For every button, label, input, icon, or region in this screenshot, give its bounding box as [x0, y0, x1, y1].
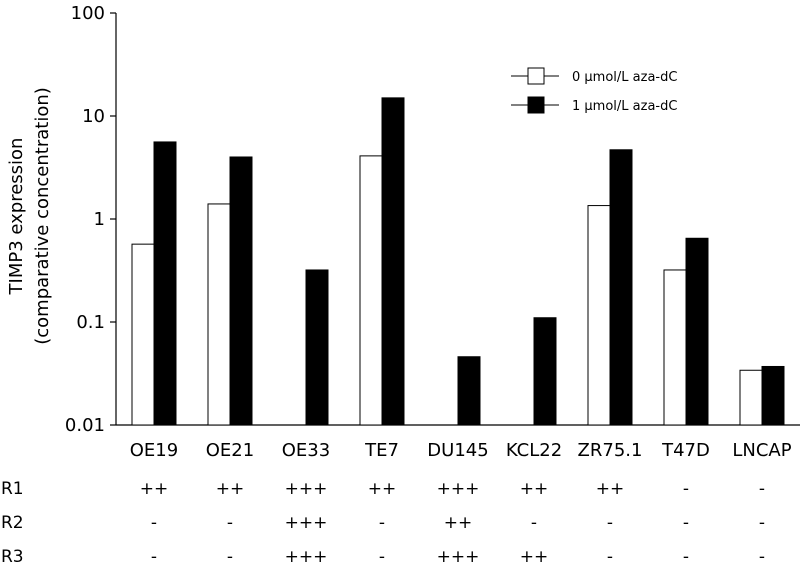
x-tick-label: TE7: [364, 440, 399, 461]
x-ticks: OE19 OE21 OE33 TE7 DU145 KCL22 ZR75.1 T47D LNCAP: [130, 440, 792, 461]
x-tick-label: OE33: [282, 440, 330, 461]
y-axis-label-line2: (comparative concentration): [32, 87, 53, 345]
bar-oe19-series-0: [131, 243, 155, 426]
x-tick-label: OE21: [206, 440, 254, 461]
table-cell: -: [759, 479, 765, 499]
legend: 0 μmol/L aza-dC 1 μmol/L aza-dC: [511, 67, 677, 114]
table-cell: +++: [285, 479, 328, 499]
bar-oe21-series-1: [229, 156, 253, 426]
table-row-label: R1: [1, 479, 24, 499]
bar-kcl22-series-1: [533, 317, 557, 426]
table-cell: +++: [437, 479, 480, 499]
legend-swatch-0: [527, 67, 545, 85]
table-cell: +++: [285, 547, 328, 567]
table-cell: ++: [368, 479, 397, 499]
y-ticks: 0.01 0.1 1 10 100: [65, 3, 116, 436]
table-cell: ++: [520, 547, 549, 567]
table-cell: -: [227, 547, 233, 567]
y-tick-label: 100: [71, 3, 105, 24]
table-cell: -: [379, 513, 385, 533]
table-cell: -: [683, 479, 689, 499]
table-cell: +++: [437, 547, 480, 567]
table-cell: ++: [444, 513, 473, 533]
table-cell: -: [531, 513, 537, 533]
table-cell: -: [683, 547, 689, 567]
table-row-label: R2: [1, 513, 24, 533]
bar-zr75-1-series-0: [587, 205, 611, 426]
y-tick-label: 0.01: [65, 415, 105, 436]
bars: [131, 97, 785, 426]
table-cell: -: [607, 547, 613, 567]
y-tick-label: 10: [82, 106, 105, 127]
y-tick-label: 0.1: [76, 312, 105, 333]
table-cell: ++: [520, 479, 549, 499]
table-cell: -: [759, 513, 765, 533]
table-cell: ++: [216, 479, 245, 499]
x-tick-label: KCL22: [506, 440, 562, 461]
table-row-label: R3: [1, 547, 24, 567]
y-axis-label-line1: TIMP3 expression: [6, 138, 27, 296]
legend-label-0: 0 μmol/L aza-dC: [572, 70, 677, 85]
bar-lncap-series-1: [761, 365, 785, 426]
table-cell: ++: [140, 479, 169, 499]
bar-oe19-series-1: [153, 141, 177, 426]
y-tick-label: 1: [94, 209, 105, 230]
y-axis-label: TIMP3 expression (comparative concentrat…: [6, 87, 53, 345]
legend-swatch-1: [527, 96, 545, 114]
bar-du145-series-1: [457, 356, 481, 426]
x-tick-label: LNCAP: [732, 440, 791, 461]
bar-te7-series-0: [359, 155, 383, 426]
bar-zr75-1-series-1: [609, 149, 633, 426]
bar-oe33-series-1: [305, 269, 329, 426]
table-cell: -: [607, 513, 613, 533]
x-tick-label: T47D: [661, 440, 710, 461]
table-cell: ++: [596, 479, 625, 499]
bar-te7-series-1: [381, 97, 405, 426]
table-cell: +++: [285, 513, 328, 533]
bar-oe21-series-0: [207, 203, 231, 426]
table-cell: -: [683, 513, 689, 533]
table-cell: -: [227, 513, 233, 533]
bar-t47d-series-0: [663, 269, 687, 426]
methylation-table: R1 ++ ++ +++ ++ +++ ++ ++ - -R2- - +++ - ++ - - - -R3- - ++…: [1, 479, 765, 567]
legend-label-1: 1 μmol/L aza-dC: [572, 99, 677, 114]
table-cell: -: [379, 547, 385, 567]
table-cell: -: [151, 513, 157, 533]
x-tick-label: DU145: [427, 440, 488, 461]
bar-t47d-series-1: [685, 237, 709, 426]
x-tick-label: OE19: [130, 440, 178, 461]
x-tick-label: ZR75.1: [578, 440, 643, 461]
bar-lncap-series-0: [739, 369, 763, 426]
table-cell: -: [151, 547, 157, 567]
table-cell: -: [759, 547, 765, 567]
